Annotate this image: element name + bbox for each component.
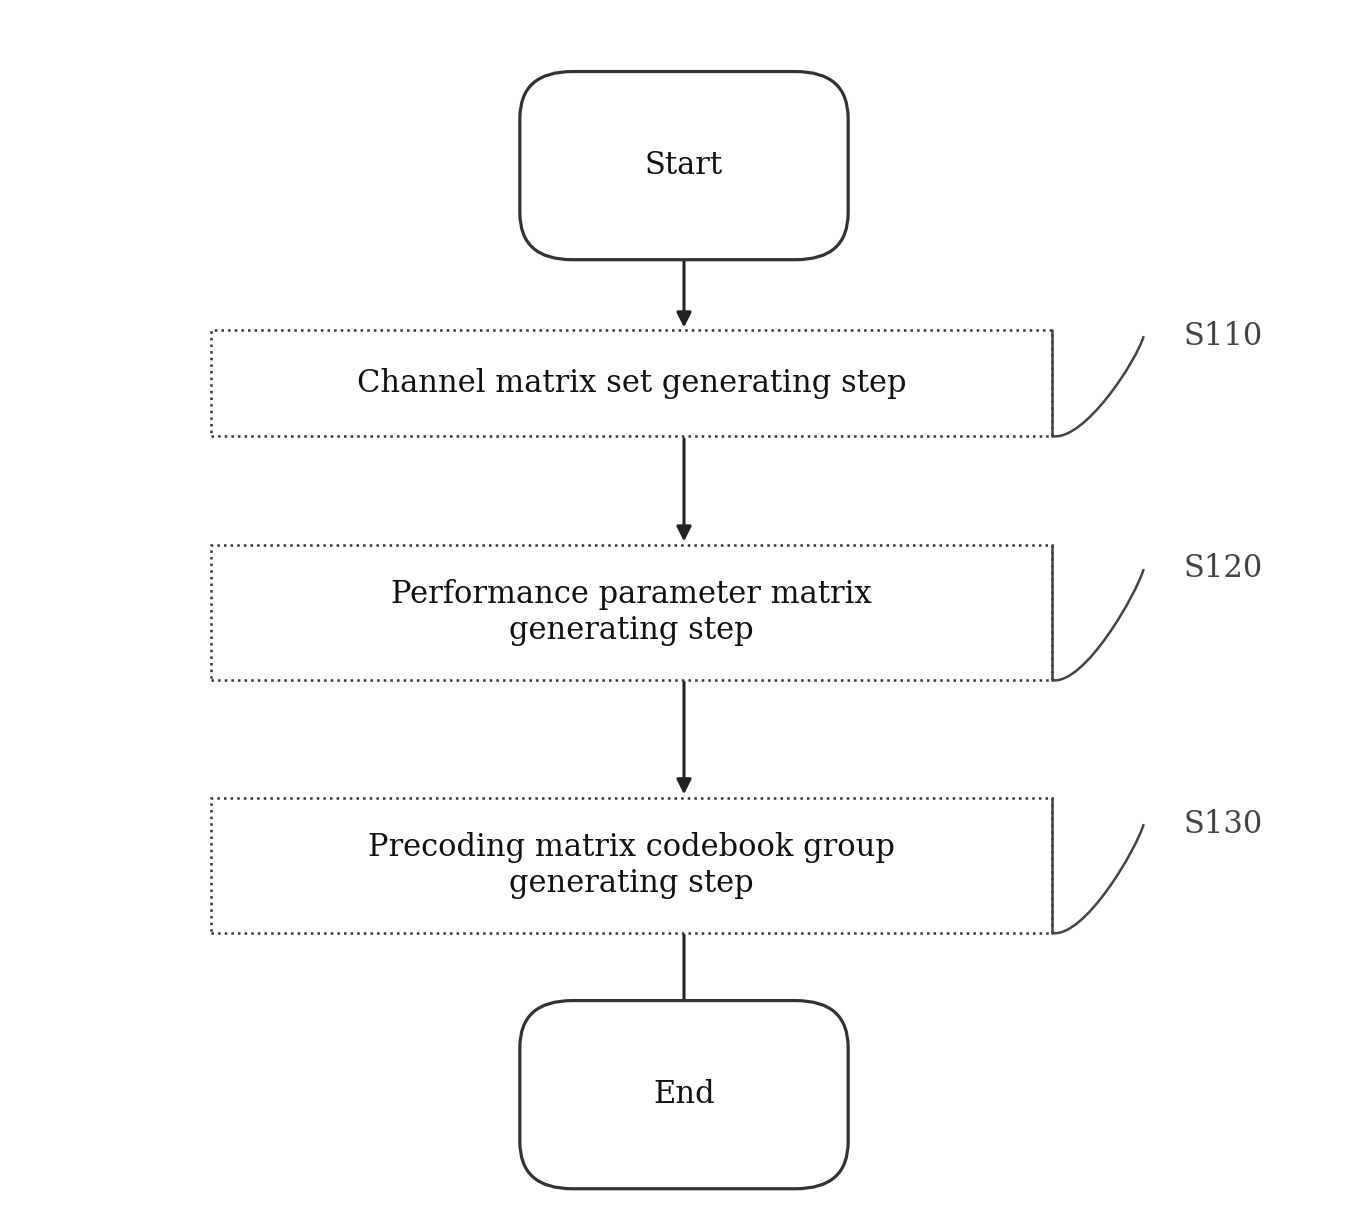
FancyBboxPatch shape [520,71,848,260]
Text: Performance parameter matrix
generating step: Performance parameter matrix generating … [391,579,871,646]
Text: Channel matrix set generating step: Channel matrix set generating step [357,368,906,398]
Text: S130: S130 [1183,808,1263,839]
FancyBboxPatch shape [520,1001,848,1188]
Text: End: End [653,1079,715,1110]
Text: S120: S120 [1183,554,1263,584]
Text: Precoding matrix codebook group
generating step: Precoding matrix codebook group generati… [368,832,895,899]
Bar [211,797,1052,933]
Bar [211,331,1052,436]
Text: Start: Start [644,151,724,181]
Text: S110: S110 [1183,321,1263,352]
Bar [211,545,1052,680]
